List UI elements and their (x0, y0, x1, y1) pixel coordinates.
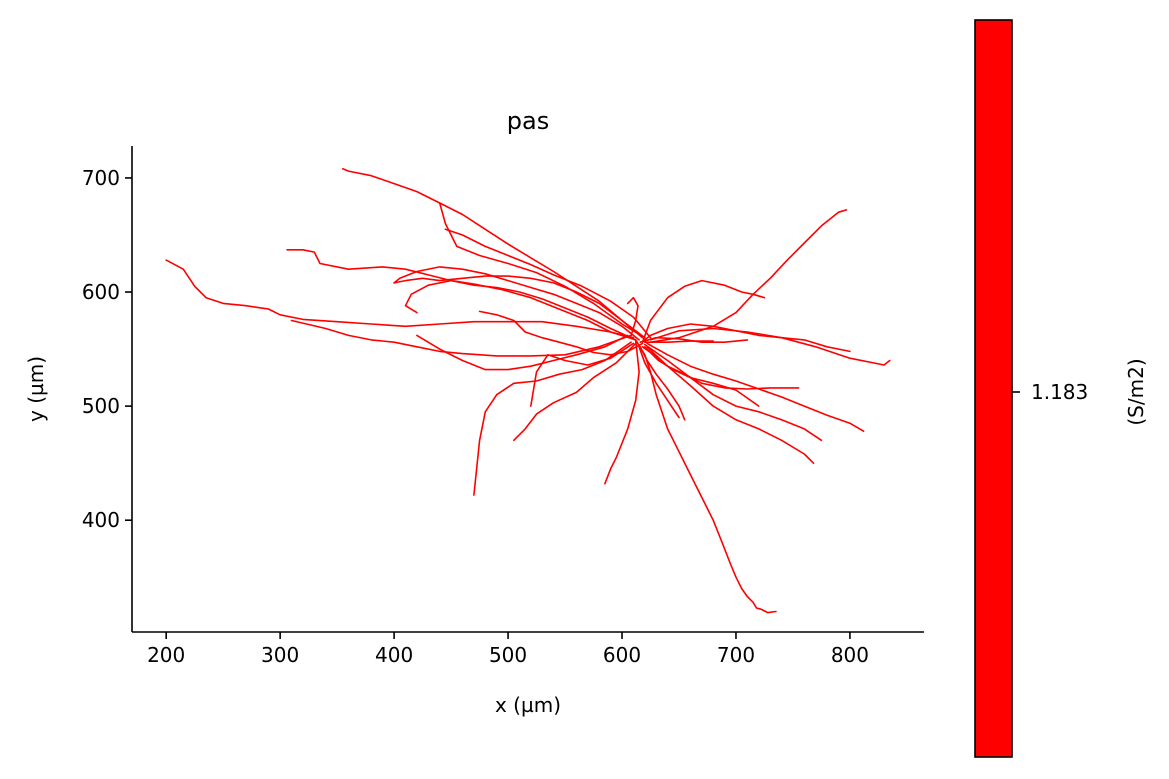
x-ticks: 200 300 400 500 600 700 800 (147, 632, 869, 667)
dendrite-branch-19 (643, 343, 823, 442)
dendrite-branch-6 (404, 279, 637, 341)
colorbar (974, 19, 1013, 758)
x-tick-label-200: 200 (147, 643, 185, 667)
dendrite-branch-29 (626, 296, 639, 337)
colorbar-label: (S/m2) (1124, 358, 1148, 425)
dendrite-branch-24 (638, 345, 680, 419)
dendrite-branch-25 (641, 279, 766, 344)
dendrite-branch-13 (512, 342, 637, 442)
dendrite-branch-1 (341, 168, 646, 339)
x-tick-label-700: 700 (717, 643, 755, 667)
y-ticks: 400 500 600 700 (82, 166, 132, 532)
colorbar-tick-label: 1.183 (1031, 380, 1088, 404)
dendrite-branch-16 (649, 327, 891, 366)
chart-title: pas (507, 107, 549, 135)
dendrite-branch-9 (290, 319, 632, 357)
dendrite-branch-7 (165, 259, 635, 339)
x-tick-label-400: 400 (375, 643, 413, 667)
dendrite-branch-30 (643, 340, 715, 344)
plot-area (165, 168, 891, 614)
y-tick-label-400: 400 (82, 508, 120, 532)
x-tick-label-300: 300 (261, 643, 299, 667)
neuron-morphology (165, 168, 891, 614)
dendrite-branch-22 (641, 345, 800, 390)
y-tick-label-500: 500 (82, 394, 120, 418)
x-axis-label: x (µm) (495, 693, 561, 717)
dendrite-branch-14 (478, 310, 644, 356)
dendrite-branch-11 (473, 341, 632, 496)
x-tick-label-600: 600 (603, 643, 641, 667)
x-tick-label-800: 800 (831, 643, 869, 667)
y-axis-label: y (µm) (24, 356, 48, 422)
dendrite-branch-20 (646, 345, 815, 465)
dendrite-branch-27 (634, 339, 777, 614)
dendrite-branch-17 (649, 209, 848, 344)
dendrite-branch-8 (286, 249, 637, 341)
dendrite-branch-28 (604, 339, 640, 485)
dendrite-branch-3 (444, 228, 652, 339)
y-tick-label-600: 600 (82, 280, 120, 304)
x-tick-label-500: 500 (489, 643, 527, 667)
dendrite-branch-12 (529, 342, 635, 407)
dendrite-branch-2 (438, 202, 646, 339)
y-tick-label-700: 700 (82, 166, 120, 190)
dendrite-branch-4 (393, 275, 644, 339)
